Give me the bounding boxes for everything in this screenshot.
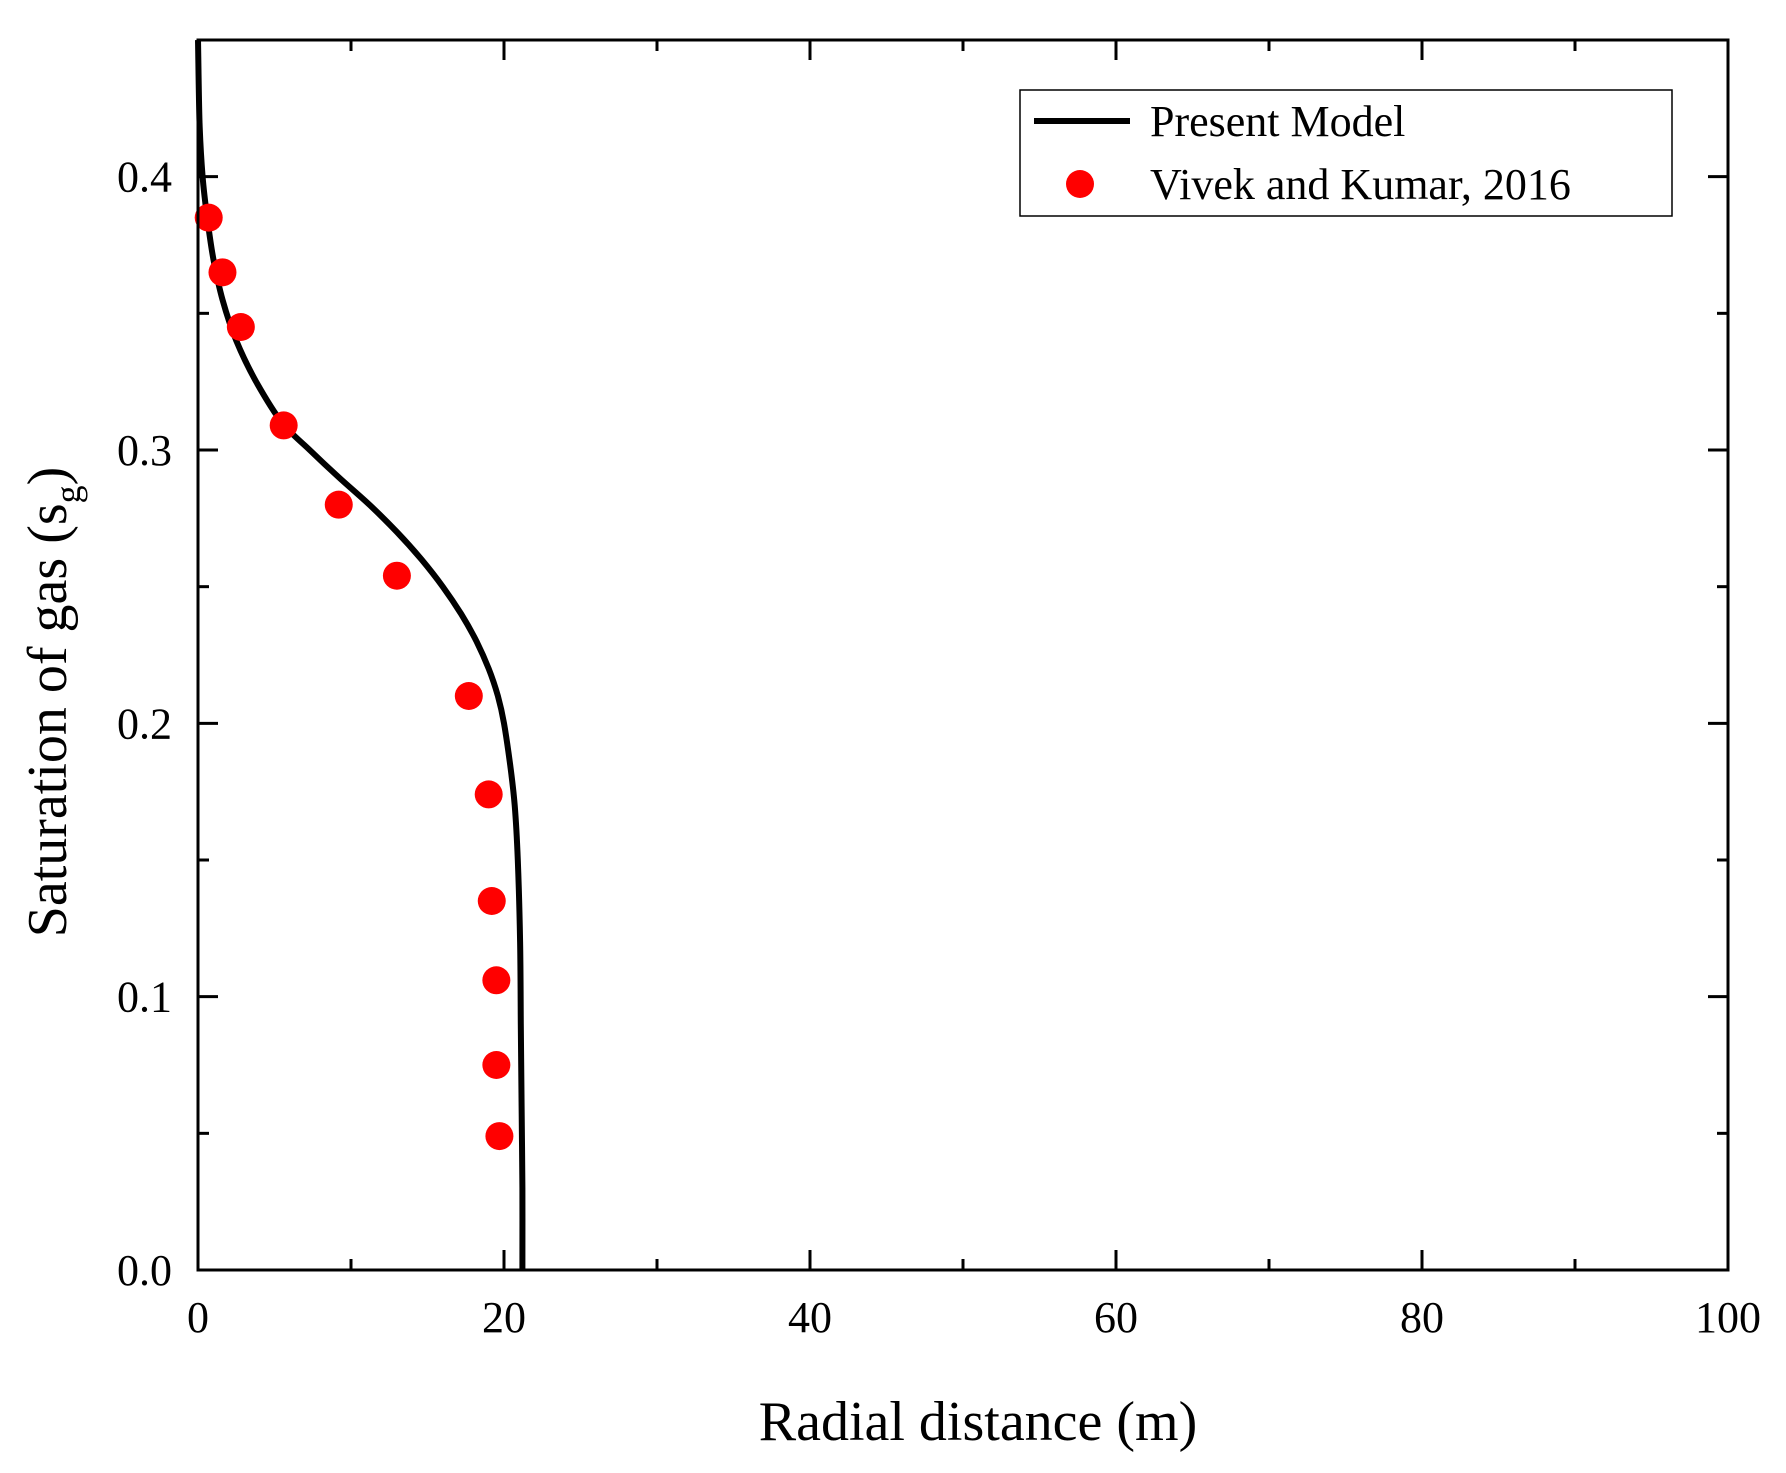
legend-dot-swatch [1066, 170, 1094, 198]
x-tick-label: 60 [1094, 1293, 1138, 1342]
y-tick-label: 0.1 [117, 973, 172, 1022]
legend: Present Model Vivek and Kumar, 2016 [1019, 89, 1673, 217]
y-axis-label-main: Saturation of gas (s [17, 503, 79, 937]
data-point-vivek-kumar [269, 411, 298, 440]
data-point-vivek-kumar [482, 966, 511, 995]
legend-label-vivek-kumar: Vivek and Kumar, 2016 [1150, 160, 1571, 209]
x-tick-label: 40 [788, 1293, 832, 1342]
series-layer [194, 39, 526, 1271]
legend-box [1019, 89, 1673, 217]
x-tick-label: 0 [187, 1293, 209, 1342]
x-tick-label: 80 [1400, 1293, 1444, 1342]
y-tick-label: 0.4 [117, 153, 172, 202]
data-point-vivek-kumar [208, 258, 237, 287]
x-tick-label: 20 [482, 1293, 526, 1342]
y-axis-label: Saturation of gas (sg) [17, 467, 88, 938]
plot-frame [196, 38, 1730, 1272]
data-point-vivek-kumar [454, 682, 483, 710]
data-point-vivek-kumar [226, 313, 255, 341]
data-point-vivek-kumar [474, 780, 503, 809]
y-tick-label: 0.2 [117, 699, 172, 748]
y-tick-label: 0.0 [117, 1246, 172, 1295]
y-axis-label-subscript: g [48, 485, 88, 503]
x-tick-label: 100 [1695, 1293, 1761, 1342]
data-point-vivek-kumar [485, 1122, 514, 1151]
data-point-vivek-kumar [194, 203, 223, 232]
y-axis-label-close: ) [17, 467, 79, 486]
y-tick-label: 0.3 [117, 426, 172, 475]
legend-label-present-model: Present Model [1150, 97, 1405, 146]
x-axis-label: Radial distance (m) [759, 1391, 1198, 1453]
tick-labels-layer: 0 20 40 60 80 100 0.0 0.1 0.2 0.3 0.4 [117, 153, 1761, 1342]
data-point-vivek-kumar [382, 561, 411, 590]
data-point-vivek-kumar [477, 887, 506, 915]
data-point-vivek-kumar [324, 490, 353, 519]
data-point-vivek-kumar [482, 1051, 511, 1079]
